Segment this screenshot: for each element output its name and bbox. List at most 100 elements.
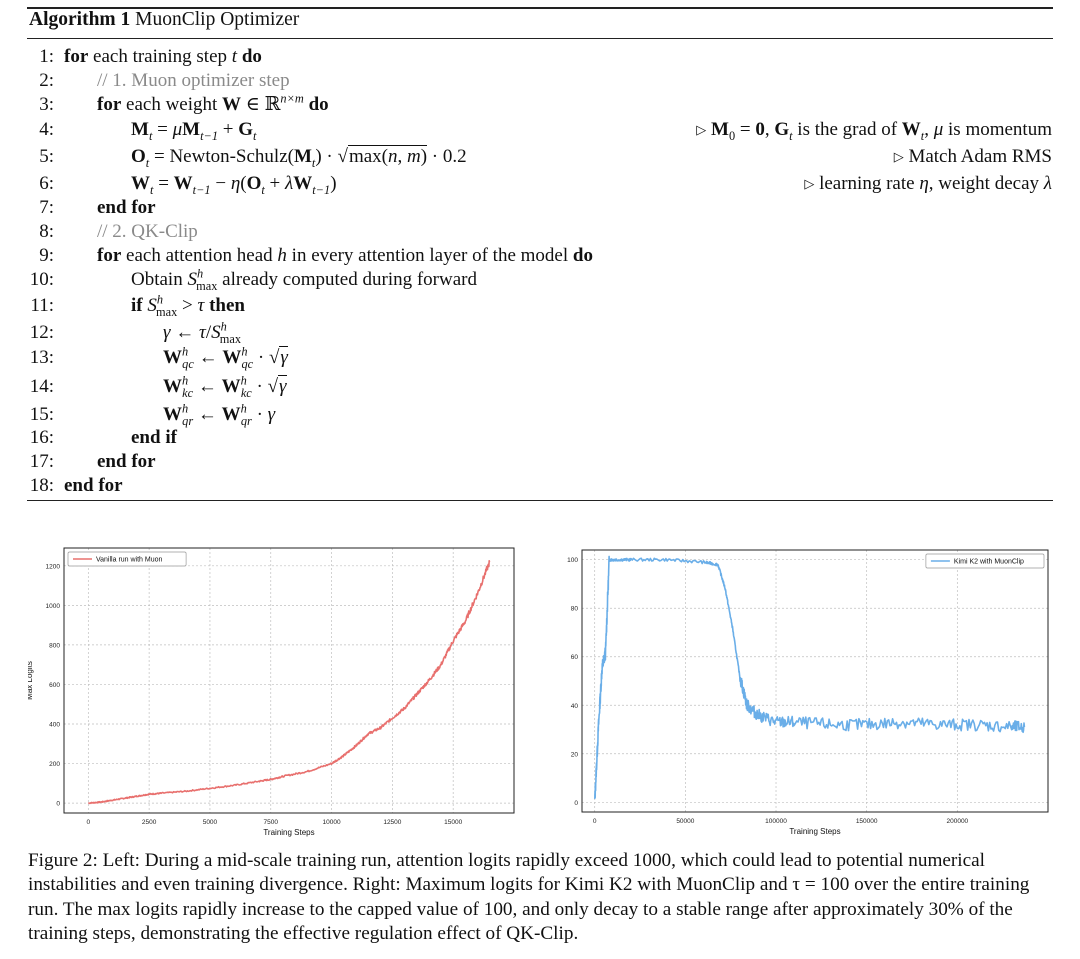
x-tick-label: 0 — [593, 818, 597, 825]
legend-label: Vanilla run with Muon — [96, 557, 163, 564]
algo-line-8: 8: // 2. QK-Clip — [0, 219, 1080, 245]
algo-line-15: 15: Whqr ← Whqr · γ — [0, 402, 1080, 428]
line-comment: ▷ M0 = 0, Gt is the grad of Wt, μ is mom… — [696, 119, 1052, 143]
line-code: Obtain Shmax already computed during for… — [131, 266, 477, 293]
line-number: 7: — [39, 197, 54, 218]
line-code: Wt = Wt−1 − η(Ot + λWt−1) — [131, 173, 337, 197]
line-code: Whqr ← Whqr · γ — [163, 401, 276, 428]
algorithm-bottom-rule — [27, 500, 1053, 501]
line-number: 4: — [39, 119, 54, 140]
line-number: 1: — [39, 46, 54, 67]
legend-label: Kimi K2 with MuonClip — [954, 559, 1024, 566]
algo-line-18: 18: end for — [0, 473, 1080, 499]
algo-line-7: 7: end for — [0, 195, 1080, 221]
plot-frame — [581, 549, 1049, 813]
line-comment: ▷ learning rate η, weight decay λ — [804, 173, 1052, 194]
algorithm-label: Algorithm 1 — [29, 9, 131, 30]
x-tick-label: 0 — [87, 819, 91, 826]
series-line — [593, 555, 1026, 800]
algo-line-9: 9: for each attention head h in every at… — [0, 243, 1080, 269]
algo-line-10: 10: Obtain Shmax already computed during… — [0, 267, 1080, 293]
line-number: 11: — [30, 295, 54, 316]
line-comment: // 2. QK-Clip — [97, 221, 198, 242]
line-code: γ ← τ/Shmax — [163, 319, 242, 346]
x-tick-label: 5000 — [203, 819, 218, 826]
x-tick-label: 2500 — [142, 819, 157, 826]
x-tick-label: 7500 — [264, 819, 279, 826]
y-tick-label: 60 — [571, 654, 579, 661]
line-number: 15: — [29, 404, 54, 425]
x-tick-label: 200000 — [946, 818, 968, 825]
algo-line-11: 11: if Shmax > τ then — [0, 293, 1080, 319]
x-tick-label: 50000 — [676, 818, 694, 825]
line-code: if Shmax > τ then — [131, 292, 245, 319]
x-tick-label: 15000 — [444, 819, 462, 826]
algo-line-14: 14: Whkc ← Whkc · √γ — [0, 374, 1080, 400]
algo-line-2: 2: // 1. Muon optimizer step — [0, 68, 1080, 94]
line-code: for each training step t do — [64, 46, 262, 67]
figure-caption: Figure 2: Left: During a mid-scale train… — [28, 849, 1054, 946]
line-code: Whqc ← Whqc · √γ — [163, 344, 288, 371]
legend-box — [925, 553, 1045, 569]
line-number: 5: — [39, 146, 54, 167]
algorithm-header-rule — [27, 38, 1053, 39]
line-code: Whkc ← Whkc · √γ — [163, 373, 287, 400]
x-tick-label: 12500 — [383, 819, 401, 826]
y-tick-label: 40 — [571, 703, 579, 710]
line-code: for each attention head h in every atten… — [97, 245, 593, 266]
y-axis-label: Max Logits — [28, 661, 34, 700]
y-tick-label: 100 — [567, 557, 578, 564]
y-tick-label: 800 — [49, 642, 60, 649]
line-code: Ot = Newton-Schulz(Mt) · √max(n, m) · 0.… — [131, 145, 467, 170]
algo-line-13: 13: Whqc ← Whqc · √γ — [0, 345, 1080, 371]
x-tick-label: 150000 — [856, 818, 878, 825]
algo-line-16: 16: end if — [0, 425, 1080, 451]
algo-line-17: 17: end for — [0, 449, 1080, 475]
line-number: 2: — [39, 70, 54, 91]
algo-line-4: 4: Mt = μMt−1 + Gt ▷ M0 = 0, Gt is the g… — [0, 117, 1080, 143]
y-tick-label: 200 — [49, 761, 60, 768]
y-tick-label: 600 — [49, 682, 60, 689]
y-tick-label: 0 — [56, 801, 60, 808]
y-tick-label: 1200 — [46, 563, 61, 570]
line-comment: // 1. Muon optimizer step — [97, 70, 290, 91]
x-axis-label: Training Steps — [789, 827, 840, 836]
x-tick-label: 100000 — [765, 818, 787, 825]
algo-line-1: 1: for each training step t do — [0, 44, 1080, 70]
legend-box — [67, 551, 187, 567]
x-tick-label: 10000 — [323, 819, 341, 826]
chart-right: 0 50000 100000 150000 200000 0 20 40 60 80 100 Trai… — [567, 549, 1049, 836]
line-number: 10: — [29, 269, 54, 290]
y-tick-label: 0 — [574, 800, 578, 807]
y-tick-label: 20 — [571, 751, 579, 758]
algorithm-top-rule — [27, 7, 1053, 9]
algorithm-title: Algorithm 1 MuonClip Optimizer — [29, 9, 299, 31]
line-comment: ▷ Match Adam RMS — [893, 146, 1052, 167]
line-code: end for — [97, 451, 156, 472]
series-line — [87, 559, 491, 805]
algo-line-12: 12: γ ← τ/Shmax — [0, 320, 1080, 346]
algo-line-6: 6: Wt = Wt−1 − η(Ot + λWt−1) ▷ learning … — [0, 171, 1080, 197]
chart-left: 0 2500 5000 7500 10000 12500 15000 0 200 400 600 80… — [28, 547, 515, 837]
line-code: end for — [64, 475, 123, 496]
line-number: 16: — [29, 427, 54, 448]
line-code: for each weight W ∈ ℝn×m do — [97, 91, 329, 115]
line-number: 18: — [29, 475, 54, 496]
y-tick-label: 400 — [49, 722, 60, 729]
y-tick-label: 80 — [571, 606, 579, 613]
caption-text: Figure 2: Left: During a mid-scale train… — [28, 850, 1030, 944]
y-tick-label: 1000 — [46, 603, 61, 610]
line-number: 6: — [39, 173, 54, 194]
plot-frame — [63, 547, 515, 814]
line-number: 3: — [39, 94, 54, 115]
x-axis-label: Training Steps — [263, 828, 314, 837]
line-code: end for — [97, 197, 156, 218]
line-number: 9: — [39, 245, 54, 266]
algo-line-5: 5: Ot = Newton-Schulz(Mt) · √max(n, m) ·… — [0, 144, 1080, 170]
line-number: 17: — [29, 451, 54, 472]
algorithm-name: MuonClip Optimizer — [135, 9, 300, 30]
algo-line-3: 3: for each weight W ∈ ℝn×m do — [0, 92, 1080, 118]
line-number: 8: — [39, 221, 54, 242]
line-number: 12: — [29, 322, 54, 343]
line-number: 13: — [29, 347, 54, 368]
